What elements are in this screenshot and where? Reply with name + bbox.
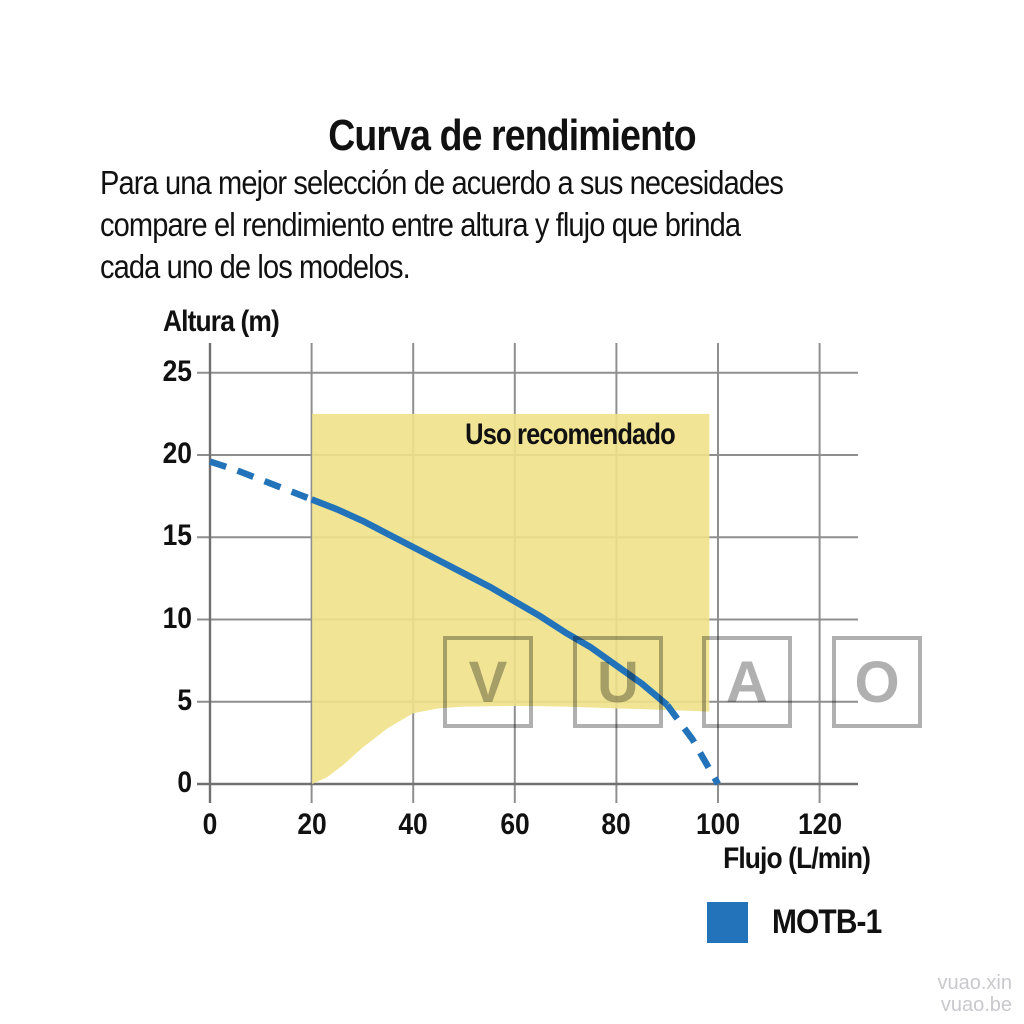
watermark-letter-box: A bbox=[702, 636, 792, 728]
x-axis-title: Flujo (L/min) bbox=[723, 842, 871, 875]
legend-color-swatch bbox=[707, 902, 748, 943]
watermark-letter-box: U bbox=[573, 636, 663, 728]
y-tick-label: 15 bbox=[162, 519, 192, 553]
performance-curve-segment-dashed bbox=[664, 703, 721, 786]
legend: MOTB-1 bbox=[707, 902, 896, 943]
x-tick-label: 20 bbox=[296, 808, 327, 841]
intro-line: cada uno de los modelos. bbox=[100, 248, 411, 285]
watermark-letter-box: V bbox=[443, 636, 533, 728]
x-tick-label: 120 bbox=[797, 808, 842, 841]
site-watermark-line: vuao.xin bbox=[937, 972, 1013, 994]
site-watermark-line: vuao.be bbox=[940, 994, 1012, 1016]
x-tick-label: 40 bbox=[398, 808, 428, 841]
page-title: Curva de rendimiento bbox=[328, 111, 696, 161]
y-tick-label: 20 bbox=[162, 437, 192, 470]
intro-line: Para una mejor selección de acuerdo a su… bbox=[100, 164, 784, 201]
intro-line: compare el rendimiento entre altura y fl… bbox=[100, 206, 741, 243]
performance-curve-segment-dashed bbox=[208, 458, 313, 503]
watermark-letter: A bbox=[726, 649, 768, 715]
y-axis-title: Altura (m) bbox=[163, 305, 280, 338]
y-tick-label: 5 bbox=[177, 683, 192, 717]
x-tick-label: 100 bbox=[695, 808, 741, 841]
watermark-letter: O bbox=[854, 649, 900, 715]
legend-label: MOTB-1 bbox=[772, 903, 882, 941]
intro-paragraph: Para una mejor selección de acuerdo a su… bbox=[100, 162, 892, 288]
y-tick-label: 25 bbox=[162, 354, 192, 388]
watermark-letter: U bbox=[597, 649, 639, 715]
site-watermark: vuao.xin vuao.be bbox=[938, 972, 1013, 1016]
x-tick-label: 0 bbox=[202, 808, 218, 841]
recommended-region-label: Uso recomendado bbox=[465, 418, 676, 451]
watermark-letter: V bbox=[468, 649, 508, 715]
performance-curve-segment-solid bbox=[310, 496, 670, 708]
watermark-letter-box: O bbox=[832, 636, 922, 728]
y-tick-label: 0 bbox=[177, 766, 192, 799]
x-tick-label: 80 bbox=[601, 808, 632, 841]
y-tick-label: 10 bbox=[162, 601, 192, 635]
x-tick-label: 60 bbox=[500, 808, 530, 841]
